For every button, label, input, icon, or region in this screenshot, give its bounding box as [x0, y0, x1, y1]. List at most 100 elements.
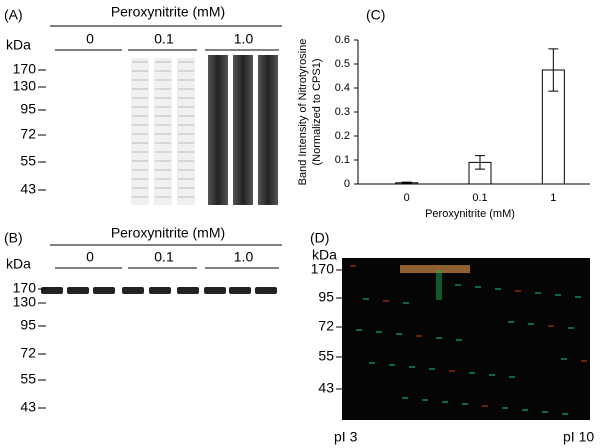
y-tick-label: 0 — [344, 178, 350, 190]
gel-spot — [502, 407, 508, 409]
gel-band — [122, 287, 144, 294]
marker-label: 170 — [13, 280, 37, 296]
x-tick-label: 0 — [404, 192, 410, 204]
marker-label: 170 — [13, 61, 37, 77]
x-tick-label: 0.1 — [472, 192, 487, 204]
gel-spot — [509, 376, 515, 378]
x-tick-label: 1 — [550, 192, 556, 204]
gel-lane — [154, 58, 172, 205]
marker-label: 170 — [311, 261, 335, 277]
gel-spot — [389, 364, 395, 366]
gel-spot — [548, 325, 554, 327]
gel-spot — [363, 298, 369, 300]
panel-letter: (B) — [4, 230, 23, 246]
gel-band — [149, 287, 171, 294]
gel-band — [41, 287, 63, 294]
gel-spot — [469, 372, 475, 374]
marker-label: 43 — [20, 181, 36, 197]
gel-image — [342, 258, 590, 420]
marker-label: 55 — [20, 371, 36, 387]
marker-label: 130 — [13, 294, 37, 310]
group-label: 0.1 — [154, 249, 174, 265]
y-tick-label: 0.5 — [335, 58, 350, 70]
group-label: 1.0 — [234, 31, 254, 47]
marker-label: 72 — [20, 345, 36, 361]
gel-band — [177, 287, 199, 294]
y-tick-label: 0.6 — [335, 34, 350, 46]
y-tick-label: 0.1 — [335, 154, 350, 166]
gel-band — [229, 287, 251, 294]
gel-spot — [528, 323, 534, 325]
marker-label: 95 — [318, 289, 334, 305]
group-label: 1.0 — [234, 249, 254, 265]
gel-spot — [436, 337, 442, 339]
gel-streak — [436, 270, 442, 300]
x-axis-label: Peroxynitrite (mM) — [425, 208, 515, 220]
marker-label: 72 — [318, 318, 334, 334]
panel-letter: (D) — [310, 230, 329, 246]
gel-spot — [581, 360, 587, 362]
marker-label: 55 — [20, 153, 36, 169]
gel-band — [255, 287, 277, 294]
gel-spot — [409, 366, 415, 368]
y-tick-label: 0.2 — [335, 130, 350, 142]
gel-spot — [383, 300, 389, 302]
marker-label: 43 — [318, 380, 334, 396]
panel-header: Peroxynitrite (mM) — [111, 4, 225, 20]
pi-label: pI 3 — [334, 429, 358, 445]
gel-band — [204, 287, 226, 294]
error-bar — [475, 155, 485, 170]
y-tick-label: 0.3 — [335, 106, 350, 118]
gel-spot — [369, 362, 375, 364]
gel-spot — [562, 413, 568, 415]
gel-spot — [522, 409, 528, 411]
gel-spot — [575, 296, 581, 298]
gel-spot — [376, 331, 382, 333]
gel-lane — [208, 55, 228, 205]
marker-label: 43 — [20, 399, 36, 415]
unit-label: kDa — [312, 247, 337, 263]
gel-spot — [542, 411, 548, 413]
gel-spot — [515, 290, 521, 292]
y-axis-label: Band Intensity of Nitrotyrosine — [297, 39, 309, 186]
gel-spot — [416, 335, 422, 337]
gel-spot — [555, 294, 561, 296]
gel-lane — [258, 55, 278, 205]
group-label: 0 — [86, 249, 94, 265]
marker-label: 130 — [13, 78, 37, 94]
gel-spot — [456, 339, 462, 341]
panel-letter: (A) — [4, 7, 23, 23]
error-bar — [548, 48, 559, 92]
y-tick-label: 0.4 — [335, 82, 350, 94]
gel-band — [93, 287, 115, 294]
gel-spot — [400, 265, 470, 273]
panel-header: Peroxynitrite (mM) — [111, 225, 225, 241]
marker-label: 95 — [20, 317, 36, 333]
gel-spot — [429, 368, 435, 370]
marker-label: 55 — [318, 348, 334, 364]
gel-lane — [177, 58, 195, 205]
pi-label: pI 10 — [563, 429, 594, 445]
gel-spot — [508, 321, 514, 323]
y-axis-label: (Normalized to CPS1) — [311, 59, 323, 166]
gel-spot — [455, 284, 461, 286]
gel-spot — [403, 302, 409, 304]
group-label: 0 — [86, 31, 94, 47]
unit-label: kDa — [6, 256, 31, 272]
gel-spot — [482, 405, 488, 407]
gel-spot — [568, 327, 574, 329]
gel-spot — [350, 265, 356, 267]
gel-spot — [422, 399, 428, 401]
unit-label: kDa — [6, 37, 31, 53]
gel-lane — [131, 58, 149, 205]
gel-spot — [396, 333, 402, 335]
marker-label: 72 — [20, 126, 36, 142]
gel-spot — [449, 370, 455, 372]
group-label: 0.1 — [154, 31, 174, 47]
gel-spot — [442, 401, 448, 403]
gel-spot — [489, 374, 495, 376]
gel-band — [67, 287, 89, 294]
gel-spot — [495, 288, 501, 290]
gel-spot — [561, 358, 567, 360]
